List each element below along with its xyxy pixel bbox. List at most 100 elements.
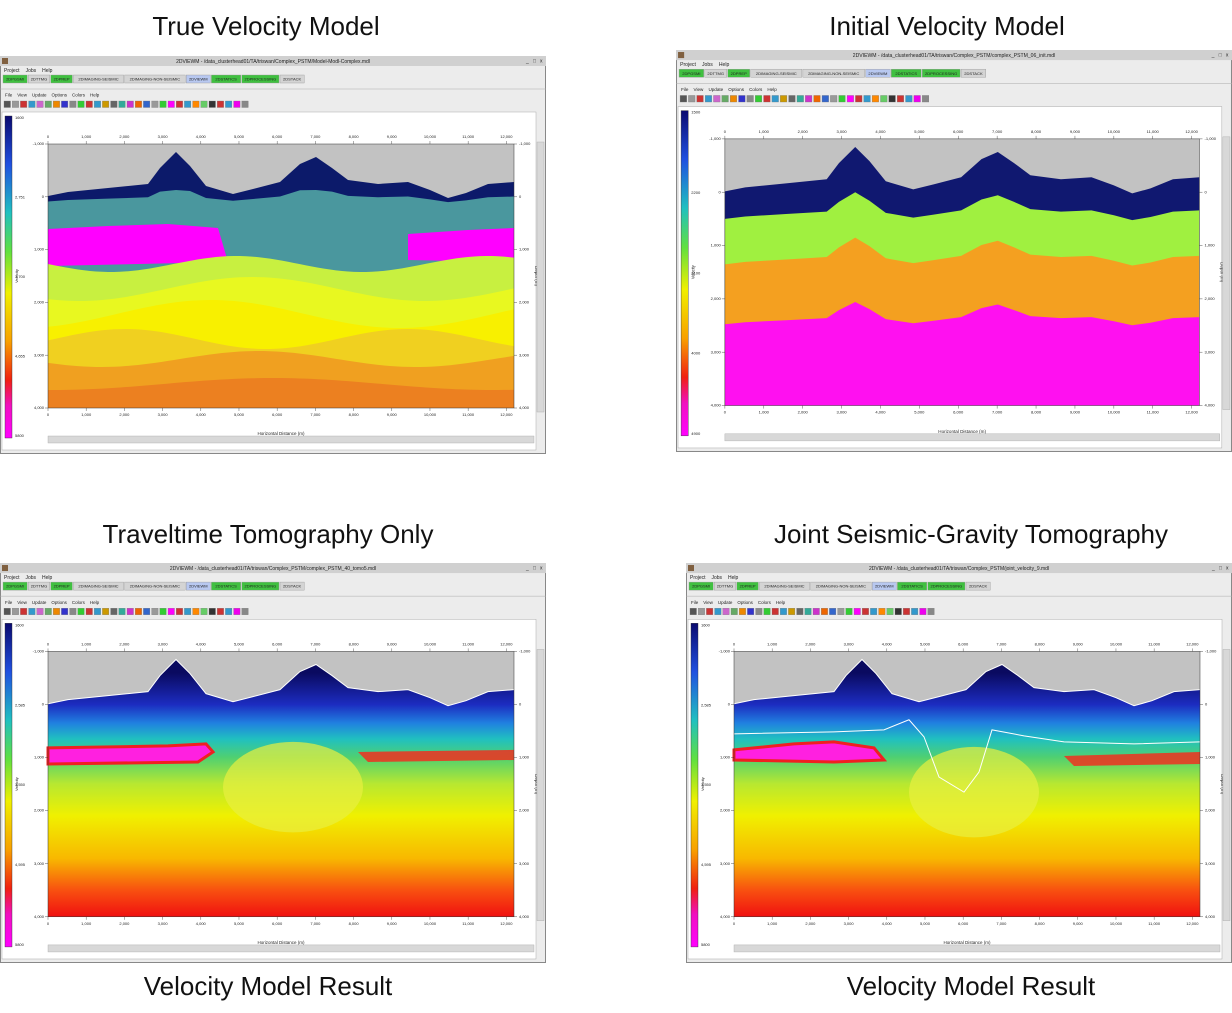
toolbar-button[interactable] — [863, 95, 871, 103]
toolbar-button[interactable] — [747, 608, 755, 615]
toolbar-button[interactable] — [886, 608, 894, 615]
toolbar-button[interactable] — [862, 608, 869, 615]
tab-label[interactable]: 2DIMAGING-NON-SEISMIC — [130, 584, 180, 589]
toolbar-button[interactable] — [241, 100, 249, 108]
toolbar-button[interactable] — [696, 95, 704, 103]
toolbar-button[interactable] — [208, 100, 216, 108]
toolbar-button[interactable] — [771, 95, 779, 103]
tab-label[interactable]: 2DVIEWM — [189, 77, 208, 82]
menu-item[interactable]: Options — [737, 600, 753, 605]
toolbar-button[interactable] — [3, 608, 11, 615]
toolbar-button[interactable] — [853, 608, 861, 615]
toolbar-button[interactable] — [241, 608, 249, 615]
toolbar-button[interactable] — [788, 608, 796, 615]
toolbar-button[interactable] — [167, 100, 175, 108]
tab-label[interactable]: 2DIMAGING-NON-SEISMIC — [130, 77, 181, 82]
window-control[interactable]: □ — [1219, 52, 1222, 58]
toolbar-button[interactable] — [176, 608, 183, 615]
toolbar-button[interactable] — [94, 608, 101, 615]
toolbar-button[interactable] — [225, 608, 233, 615]
tab[interactable] — [50, 581, 73, 591]
toolbar-button[interactable] — [200, 100, 208, 108]
window-control[interactable]: _ — [1211, 565, 1215, 571]
menu-item[interactable]: Jobs — [702, 62, 713, 68]
toolbar-button[interactable] — [233, 608, 241, 615]
tab-label[interactable]: 2DIMAGING-SEISMIC — [756, 71, 797, 76]
toolbar-button[interactable] — [110, 100, 118, 108]
tab[interactable] — [73, 74, 124, 84]
toolbar-button[interactable] — [738, 95, 746, 103]
tab-label[interactable]: 2DSTATICS — [215, 584, 237, 589]
tab-label[interactable]: 2DVIEWM — [868, 71, 888, 76]
toolbar-button[interactable] — [151, 608, 159, 615]
toolbar-button[interactable] — [796, 608, 804, 615]
toolbar-button[interactable] — [821, 95, 829, 103]
toolbar-button[interactable] — [217, 608, 224, 615]
toolbar-button[interactable] — [44, 100, 52, 108]
tab-label[interactable]: 2DSTACK — [969, 584, 987, 589]
menu-item[interactable]: Update — [718, 600, 733, 605]
menu-item[interactable]: Project — [4, 68, 20, 74]
toolbar-button[interactable] — [713, 95, 721, 103]
toolbar-button[interactable] — [870, 608, 878, 615]
menu-item[interactable]: View — [703, 600, 713, 605]
toolbar-button[interactable] — [69, 608, 77, 615]
toolbar-button[interactable] — [217, 100, 224, 108]
menu-item[interactable]: Colors — [72, 600, 86, 605]
window-control[interactable]: x — [540, 58, 543, 64]
window-control[interactable]: _ — [1211, 52, 1215, 58]
toolbar-button[interactable] — [927, 608, 935, 615]
toolbar-button[interactable] — [12, 100, 19, 108]
window-control[interactable]: □ — [533, 565, 536, 571]
toolbar-button[interactable] — [61, 100, 69, 108]
tab-label[interactable]: 2DTTMG — [707, 71, 724, 76]
toolbar-button[interactable] — [126, 100, 134, 108]
window-control[interactable]: □ — [533, 58, 536, 64]
toolbar-button[interactable] — [838, 95, 846, 103]
tab[interactable] — [865, 68, 891, 78]
scrollbar[interactable] — [47, 944, 535, 953]
toolbar-button[interactable] — [12, 608, 19, 615]
toolbar-button[interactable] — [85, 608, 93, 615]
menu-item[interactable]: Help — [42, 68, 53, 74]
tab-label[interactable]: 2DVIEWM — [189, 584, 208, 589]
window-control[interactable]: _ — [525, 565, 529, 571]
menu-item[interactable]: Project — [690, 575, 706, 581]
menu-item[interactable]: View — [694, 87, 705, 92]
tab-label[interactable]: 2DTTMG — [31, 77, 47, 82]
tab[interactable] — [241, 74, 280, 84]
toolbar-button[interactable] — [905, 95, 913, 103]
toolbar-button[interactable] — [28, 608, 36, 615]
tab-label[interactable]: 2DPREP — [740, 584, 756, 589]
tab-label[interactable]: 2DSTACK — [283, 584, 301, 589]
tab-label[interactable]: 2DIMAGING-SEISMIC — [78, 584, 118, 589]
tab[interactable] — [279, 581, 305, 591]
scrollbar[interactable] — [724, 433, 1220, 442]
toolbar-button[interactable] — [722, 608, 730, 615]
tab-label[interactable]: 2DSTATICS — [215, 77, 237, 82]
tab-label[interactable]: 2DIMAGING-NON-SEISMIC — [808, 71, 859, 76]
tab-label[interactable]: 2DPREP — [731, 71, 748, 76]
toolbar-button[interactable] — [225, 100, 233, 108]
menu-item[interactable]: Help — [776, 600, 786, 605]
menu-item[interactable]: File — [5, 93, 13, 98]
toolbar-button[interactable] — [845, 608, 853, 615]
tab-label[interactable]: 2DTTMG — [31, 584, 47, 589]
toolbar-button[interactable] — [897, 95, 904, 103]
menu-item[interactable]: View — [17, 600, 27, 605]
tab[interactable] — [2, 74, 28, 84]
toolbar-button[interactable] — [771, 608, 779, 615]
toolbar-button[interactable] — [3, 100, 11, 108]
tab-label[interactable]: 2DPREP — [54, 77, 70, 82]
tab-label[interactable]: 2DPROCESSING — [245, 77, 277, 82]
toolbar-button[interactable] — [730, 95, 737, 103]
menu-item[interactable]: Project — [680, 62, 696, 68]
toolbar-button[interactable] — [94, 100, 101, 108]
tab-label[interactable]: 2DIMAGING-SEISMIC — [764, 584, 804, 589]
toolbar-button[interactable] — [77, 608, 85, 615]
toolbar-button[interactable] — [85, 100, 93, 108]
tab[interactable] — [28, 74, 51, 84]
tab-label[interactable]: 2DPGSMI — [692, 584, 710, 589]
menu-item[interactable]: Help — [90, 93, 100, 98]
toolbar-button[interactable] — [813, 95, 821, 103]
